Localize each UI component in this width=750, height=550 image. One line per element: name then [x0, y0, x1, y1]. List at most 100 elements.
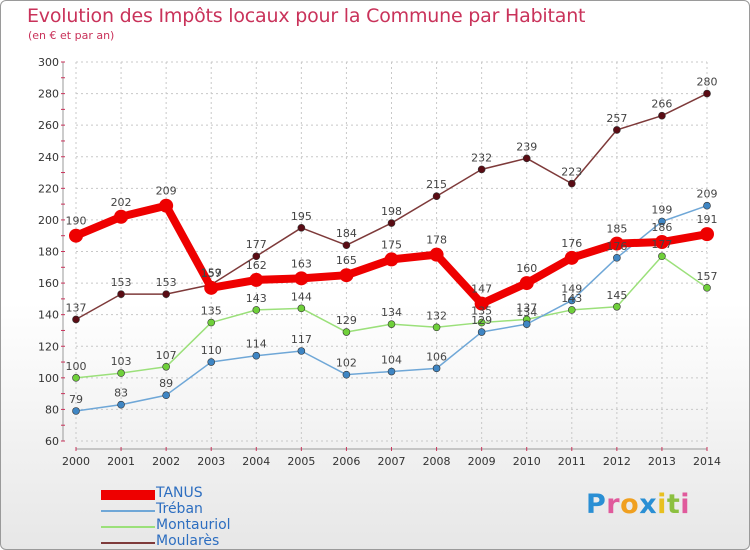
data-label: 232: [471, 151, 492, 164]
data-point: [69, 228, 83, 243]
data-point: [207, 318, 216, 327]
data-label: 153: [156, 276, 177, 289]
y-tick-label: 60: [45, 435, 59, 448]
data-point: [703, 201, 711, 210]
y-tick-label: 280: [38, 88, 59, 101]
data-label: 186: [651, 221, 672, 234]
data-point: [387, 367, 396, 376]
label-layer: 137 153 153 159 177 195 184 198 215 232 239 223 257 2…: [66, 76, 718, 406]
data-label: 165: [336, 254, 357, 267]
legend-label-treban: Tréban: [156, 501, 203, 517]
data-point: [658, 217, 666, 226]
data-point: [567, 179, 576, 188]
y-tick-label: 80: [45, 403, 59, 416]
data-label: 145: [606, 289, 627, 302]
data-label: 209: [156, 185, 177, 198]
data-point: [252, 306, 261, 314]
data-point: [117, 400, 125, 409]
x-tick-label: 2005: [287, 455, 315, 468]
data-label: 147: [471, 283, 492, 296]
data-point: [703, 284, 711, 292]
data-label: 153: [111, 276, 132, 289]
data-label: 135: [471, 305, 492, 318]
logo-letter: t: [666, 489, 681, 520]
x-tick-label: 2006: [332, 455, 360, 468]
data-label: 134: [381, 306, 402, 319]
data-label: 257: [606, 112, 627, 125]
data-label: 134: [516, 306, 537, 319]
data-label: 159: [201, 267, 222, 280]
data-label: 157: [697, 270, 718, 283]
y-tick-label: 160: [38, 277, 59, 290]
x-tick-label: 2008: [423, 455, 451, 468]
data-label: 103: [111, 355, 132, 368]
data-point: [207, 358, 216, 366]
data-label: 129: [471, 314, 492, 327]
data-point: [477, 165, 486, 174]
data-point: [249, 272, 264, 287]
data-label: 107: [156, 349, 177, 362]
data-point: [432, 192, 441, 201]
data-point: [252, 351, 261, 360]
data-point: [609, 236, 624, 251]
data-point: [117, 369, 125, 377]
y-tick-label: 120: [38, 340, 59, 353]
data-point: [703, 89, 711, 98]
y-tick-label: 300: [38, 56, 59, 69]
data-point: [342, 370, 351, 379]
data-point: [477, 328, 486, 336]
data-point: [567, 296, 576, 305]
data-point: [297, 304, 306, 313]
data-label: 149: [561, 282, 582, 295]
y-tick-label: 240: [38, 151, 59, 164]
x-tick-label: 2001: [107, 455, 135, 468]
legend-swatch-montauriol: [101, 526, 155, 528]
data-point: [477, 318, 486, 327]
data-point: [522, 320, 531, 328]
data-point: [297, 347, 306, 355]
x-tick-label: 2002: [152, 455, 180, 468]
logo-letter: x: [639, 489, 658, 520]
data-point: [658, 111, 666, 120]
x-tick-label: 2009: [468, 455, 496, 468]
x-tick-label: 2004: [242, 455, 270, 468]
logo-letter: r: [606, 489, 621, 520]
data-point: [658, 252, 666, 261]
data-label: 143: [561, 292, 582, 305]
data-point: [72, 374, 80, 382]
data-label: 104: [381, 354, 402, 367]
data-point: [613, 302, 621, 311]
legend-swatch-treban: [101, 510, 155, 512]
data-point: [252, 252, 261, 261]
x-tick-label: 2012: [603, 455, 631, 468]
data-point: [294, 271, 309, 286]
data-label: 209: [697, 188, 718, 201]
data-point: [114, 209, 129, 224]
x-tick-label: 2003: [197, 455, 225, 468]
data-point: [117, 290, 125, 298]
data-point: [162, 391, 170, 400]
data-label: 195: [291, 210, 312, 223]
data-label: 176: [606, 240, 627, 253]
data-label: 239: [516, 140, 537, 153]
chart-title: Evolution des Impôts locaux pour la Comm…: [27, 5, 586, 27]
data-label: 202: [111, 196, 132, 209]
data-label: 163: [291, 257, 312, 270]
data-label: 223: [561, 166, 582, 179]
proxiti-logo: Proxiti: [586, 489, 690, 520]
data-label: 114: [246, 338, 267, 351]
y-tick-label: 140: [38, 309, 59, 322]
data-point: [613, 254, 621, 262]
data-point: [72, 407, 80, 415]
legend-swatch-moulares: [101, 542, 155, 544]
data-label: 190: [66, 215, 87, 228]
data-label: 137: [66, 301, 87, 314]
data-label: 110: [201, 344, 222, 357]
data-point: [72, 315, 80, 324]
data-point: [700, 227, 714, 242]
legend-swatch-tanus: [101, 490, 155, 500]
data-point: [522, 154, 531, 163]
data-point: [159, 198, 174, 213]
data-label: 266: [651, 98, 672, 111]
